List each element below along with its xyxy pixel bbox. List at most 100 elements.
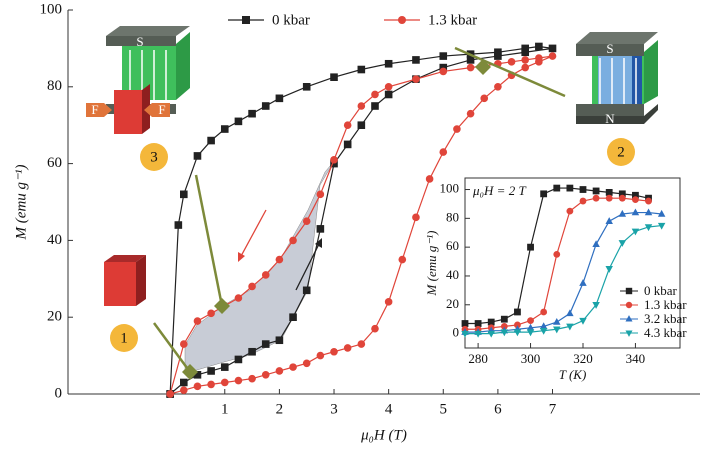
marker [605,189,613,196]
marker [548,44,557,53]
marker [526,323,535,331]
marker [592,302,600,309]
x-tick-label: 340 [626,351,646,366]
marker [412,75,420,83]
marker [166,390,174,398]
marker [466,56,475,64]
block [598,54,632,104]
marker [371,102,379,110]
marker [618,240,627,247]
marker [514,308,521,316]
marker [193,152,202,160]
marker [553,250,561,258]
marker [539,322,548,330]
y-tick-label: 60 [47,155,62,171]
marker [500,329,509,337]
marker [234,355,243,364]
x-tick-label: 3 [330,401,338,417]
marker [507,58,516,66]
badge-label: 1 [120,330,128,346]
marker [625,301,633,309]
marker [500,315,508,323]
marker [180,340,188,348]
marker [289,313,297,321]
marker [539,327,548,335]
block-side [136,255,146,306]
legend-marker [398,16,406,24]
marker [553,326,561,334]
legend-label: 4.3 kbar [644,325,687,340]
legend-label: 3.2 kbar [644,311,687,326]
marker [412,56,420,64]
force-label: F [91,102,98,117]
marker [592,240,600,247]
marker [553,184,561,192]
marker [625,315,633,322]
marker [631,208,640,216]
marker [494,52,502,60]
field-side [644,40,658,104]
block [104,262,136,306]
x-tick-label: 4 [385,401,393,417]
pole-label: N [605,111,615,126]
marker [302,83,311,91]
leader-lines [152,46,566,373]
marker [527,317,534,325]
marker [174,221,183,229]
marker [289,363,297,371]
arrow-head [315,238,322,248]
marker [193,382,202,391]
marker [487,318,495,326]
marker [439,148,448,156]
marker [644,224,653,232]
legend-label: 1.3 kbar [428,12,477,28]
marker [357,102,366,110]
marker [439,67,448,76]
field-lines [599,58,637,104]
x-tick-label: 320 [573,351,593,366]
arrow [239,209,267,259]
marker [657,209,666,217]
marker [220,125,229,133]
magnet [576,44,644,56]
marker [384,298,393,306]
block-top [104,255,146,262]
force-label: F [158,102,165,117]
y-axis-label: M (emu g⁻¹) [13,165,29,241]
marker [302,286,311,295]
x-tick-label: 300 [521,351,541,366]
badge-label: 2 [617,144,625,160]
marker [316,351,325,360]
marker [579,317,587,325]
annotation: μ₀H = 2 T [472,183,526,198]
marker [566,207,574,215]
marker [275,94,284,103]
marker [474,320,482,327]
marker [535,42,543,51]
badge [607,138,635,166]
marker [540,190,548,198]
pole-label: S [606,41,613,56]
x-tick-label: 1 [221,401,229,417]
marker [234,376,243,385]
marker [343,344,352,352]
badge-label: 3 [150,149,158,165]
marker [371,90,379,99]
magnet-top [576,32,658,44]
marker [234,294,243,302]
marker [631,228,640,236]
magnet-top [106,26,190,36]
badge [140,143,168,171]
marker [605,266,613,273]
marker [540,308,548,316]
marker [207,380,215,389]
marker [500,322,508,330]
marker [553,317,561,325]
marker [521,63,530,72]
marker [605,217,613,224]
marker [261,271,270,279]
marker [302,217,311,225]
y-tick-label: 0 [453,325,460,340]
marker [275,367,284,375]
